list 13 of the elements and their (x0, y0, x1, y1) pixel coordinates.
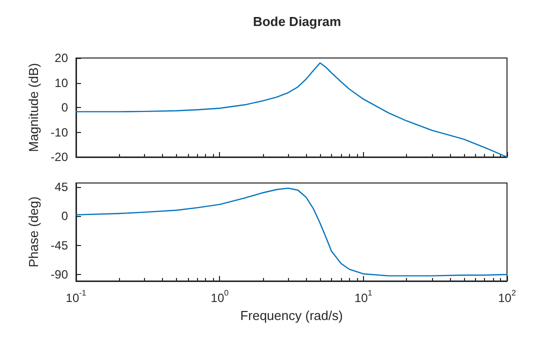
y-tick-label: 0 (61, 100, 68, 114)
y-tick-label: 10 (54, 76, 68, 90)
y-tick-label: 20 (54, 51, 68, 65)
y-tick-label: -10 (50, 125, 68, 140)
y-axis-title: Magnitude (dB) (26, 63, 41, 152)
y-axis-title: Phase (deg) (26, 196, 41, 268)
x-axis-title: Frequency (rad/s) (240, 308, 343, 323)
y-tick-label: 0 (61, 209, 68, 224)
y-tick-label: -90 (50, 268, 68, 282)
chart-title: Bode Diagram (252, 14, 342, 29)
y-tick-label: 45 (54, 180, 68, 194)
y-tick-label: -45 (50, 238, 68, 252)
y-tick-label: -20 (50, 150, 68, 164)
